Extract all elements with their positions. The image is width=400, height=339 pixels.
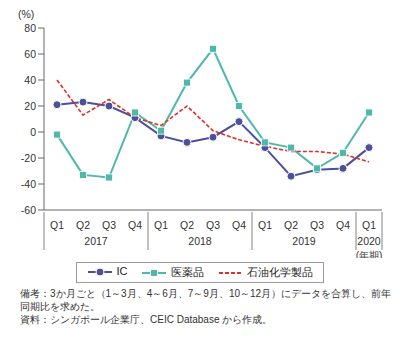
- svg-text:(年期): (年期): [356, 250, 383, 258]
- svg-text:Q1: Q1: [50, 219, 64, 231]
- svg-text:Q2: Q2: [76, 219, 90, 231]
- html-text:石油化学製品: 石油化学製品: [246, 266, 313, 278]
- html-text:資料：シンガポール企業庁、CEIC Database から作: 資料：シンガポール企業庁、CEIC Database から作成。: [20, 314, 273, 325]
- svg-text:Q2: Q2: [284, 219, 298, 231]
- svg-text:Q3: Q3: [206, 219, 220, 231]
- html-text:備考：3か月ごと（1～3月、4～6月、7～9月、10～12月: 備考：3か月ごと（1～3月、4～6月、7～9月、10～12月）にデータを合算し、…: [20, 288, 392, 312]
- svg-text:Q1: Q1: [154, 219, 168, 231]
- svg-text:2019: 2019: [292, 235, 316, 247]
- svg-text:Q4: Q4: [128, 219, 142, 231]
- svg-text:2020: 2020: [357, 235, 381, 247]
- svg-text:40: 40: [24, 74, 36, 86]
- svg-text:2017: 2017: [84, 235, 108, 247]
- svg-text:Q3: Q3: [310, 219, 324, 231]
- svg-text:0: 0: [30, 126, 36, 138]
- html-text:IC: IC: [116, 265, 128, 277]
- svg-text:80: 80: [24, 22, 36, 34]
- svg-text:Q1: Q1: [258, 219, 272, 231]
- svg-text:Q4: Q4: [232, 219, 246, 231]
- svg-text:60: 60: [24, 48, 36, 60]
- html-text:医薬品: 医薬品: [170, 266, 204, 278]
- svg-text:-60: -60: [21, 204, 36, 216]
- svg-text:Q1: Q1: [362, 219, 376, 231]
- svg-text:-40: -40: [21, 178, 36, 190]
- svg-text:-20: -20: [21, 152, 36, 164]
- svg-text:2018: 2018: [188, 235, 212, 247]
- svg-text:20: 20: [24, 100, 36, 112]
- svg-text:Q4: Q4: [336, 219, 350, 231]
- svg-text:Q3: Q3: [102, 219, 116, 231]
- svg-text:Q2: Q2: [180, 219, 194, 231]
